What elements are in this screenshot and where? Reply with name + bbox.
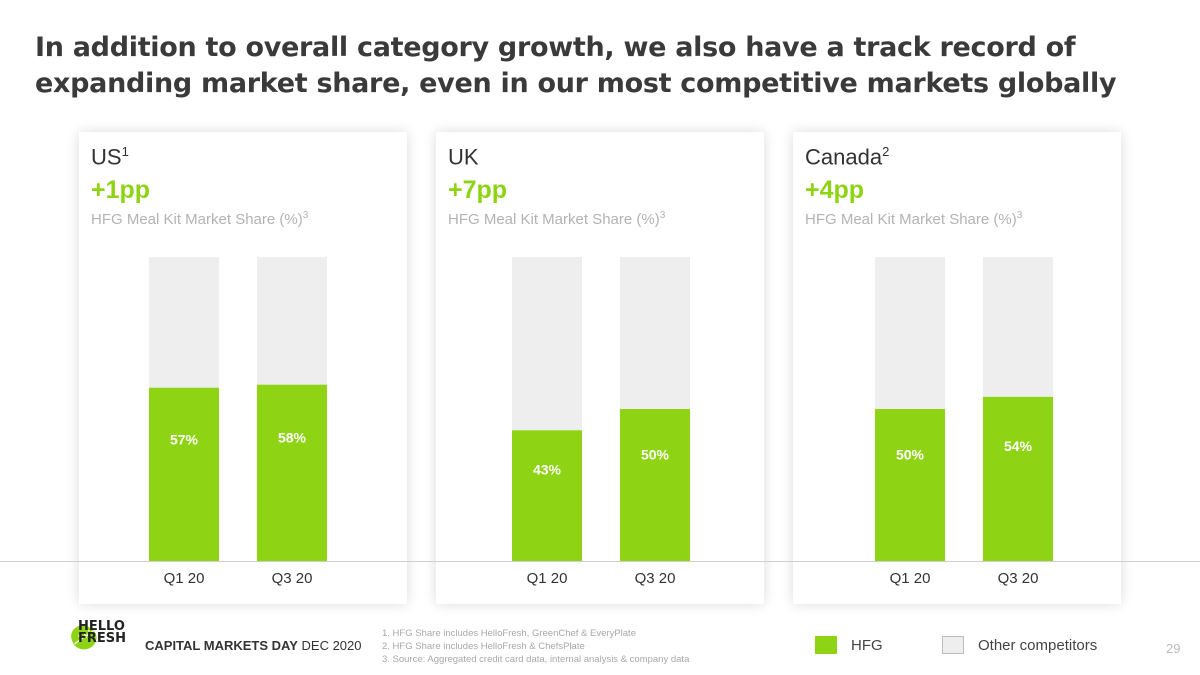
panel-us: US1 +1pp HFG Meal Kit Market Share (%)3	[79, 132, 407, 604]
bar-hfg	[149, 387, 219, 561]
footnote: 1. HFG Share includes HelloFresh, GreenC…	[382, 628, 636, 639]
metric-label: HFG Meal Kit Market Share (%)3	[805, 210, 1023, 228]
bar-hfg	[620, 409, 690, 561]
share-change: +1pp	[91, 176, 151, 204]
legend-swatch-hfg	[815, 636, 837, 654]
panel-canada: Canada2 +4pp HFG Meal Kit Market Share (…	[793, 132, 1121, 604]
bar-hfg	[257, 384, 327, 561]
category-label: Q3 20	[998, 570, 1039, 587]
category-label: Q3 20	[635, 570, 676, 587]
bar-other-competitors	[875, 257, 945, 409]
bar-other-competitors	[620, 257, 690, 409]
page-number: 29	[1166, 641, 1181, 656]
footnote: 2. HFG Share includes HelloFresh & Chefs…	[382, 641, 585, 652]
bar-value-label: 57%	[170, 432, 199, 448]
bar-value-label: 50%	[896, 447, 925, 463]
legend-other-competitors: Other competitors	[942, 636, 1097, 654]
share-change: +7pp	[448, 176, 508, 204]
bar-value-label: 50%	[641, 447, 670, 463]
bar-hfg	[875, 409, 945, 561]
bar-other-competitors	[512, 257, 582, 431]
hellofresh-lime-logo-icon	[71, 625, 97, 650]
footnote: 3. Source: Aggregated credit card data, …	[382, 654, 690, 665]
legend-hfg: HFG	[815, 636, 883, 654]
event-label: CAPITAL MARKETS DAY DEC 2020	[145, 638, 362, 653]
metric-label: HFG Meal Kit Market Share (%)3	[448, 210, 666, 228]
bar-hfg	[512, 430, 582, 561]
footnotes: 1. HFG Share includes HelloFresh, GreenC…	[382, 627, 689, 666]
bar-value-label: 58%	[278, 430, 307, 446]
share-change: +4pp	[805, 176, 865, 204]
bar-value-label: 54%	[1004, 438, 1033, 454]
category-label: Q1 20	[527, 570, 568, 587]
category-label: Q1 20	[164, 570, 205, 587]
bar-value-label: 43%	[533, 461, 562, 477]
panel-country: Canada2	[805, 144, 890, 170]
bar-hfg	[983, 396, 1053, 561]
metric-label: HFG Meal Kit Market Share (%)3	[91, 210, 309, 228]
slide-title: In addition to overall category growth, …	[35, 32, 1117, 99]
hellofresh-logo-text: HELLO FRESH	[78, 619, 127, 646]
bar-other-competitors	[983, 257, 1053, 397]
bar-other-competitors	[257, 257, 327, 385]
category-label: Q3 20	[272, 570, 313, 587]
bar-other-competitors	[149, 257, 219, 388]
baseline-divider	[0, 561, 1200, 562]
panel-uk: UK +7pp HFG Meal Kit Market Share (%)3	[436, 132, 764, 604]
legend-swatch-other	[942, 636, 964, 654]
category-label: Q1 20	[890, 570, 931, 587]
panel-country: US1	[91, 144, 129, 170]
panel-country: UK	[448, 144, 479, 170]
